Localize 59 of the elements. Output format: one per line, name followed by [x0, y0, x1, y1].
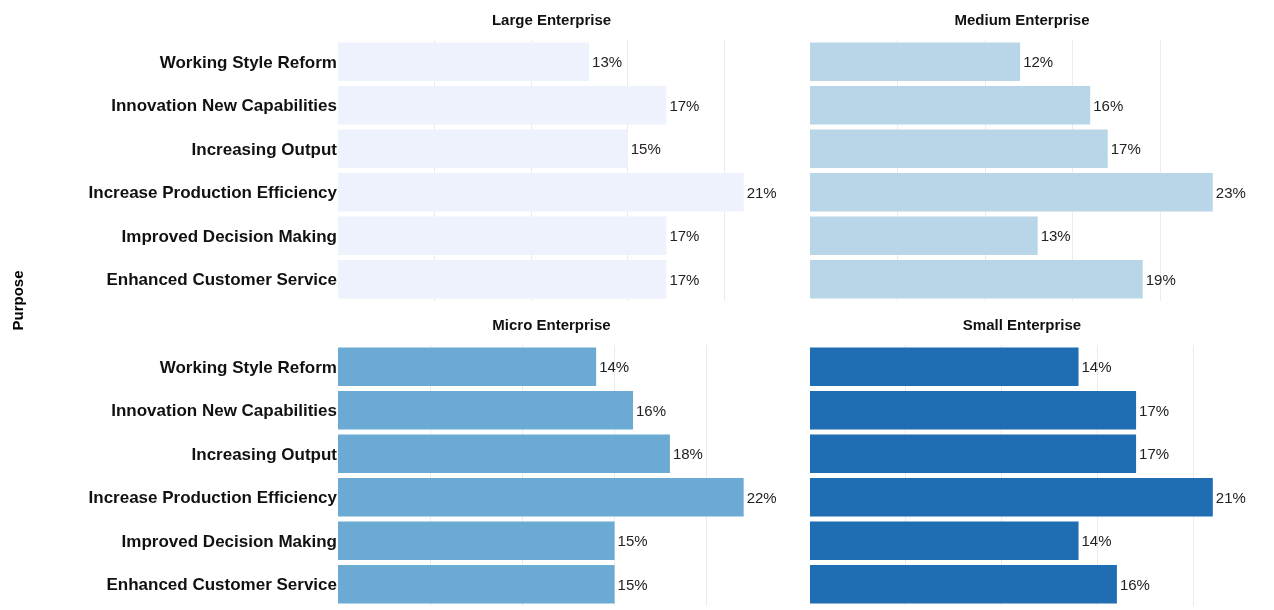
y-tick-label: Enhanced Customer Service: [106, 270, 337, 290]
bar: [338, 478, 744, 517]
data-label: 23%: [1215, 183, 1246, 201]
data-label: 17%: [669, 96, 700, 114]
bar: [810, 129, 1108, 168]
bar: [810, 521, 1079, 560]
bar: [338, 521, 615, 560]
data-label: 14%: [1081, 532, 1112, 550]
bar: [810, 216, 1038, 255]
data-label: 16%: [1119, 575, 1150, 593]
y-tick-label: Increase Production Efficiency: [88, 183, 338, 203]
bar: [810, 478, 1213, 517]
y-tick-label: Innovation New Capabilities: [111, 401, 337, 421]
data-label: 18%: [672, 445, 703, 463]
chart-title: Medium Enterprise: [954, 10, 1090, 28]
data-label: 21%: [746, 183, 777, 201]
data-label: 21%: [1215, 488, 1246, 506]
chart-title: Large Enterprise: [491, 10, 612, 28]
data-label: 16%: [1093, 96, 1124, 114]
data-label: 15%: [617, 575, 648, 593]
bar: [810, 391, 1137, 430]
bar: [810, 86, 1091, 125]
y-tick-label: Increasing Output: [191, 444, 338, 464]
y-tick-label: Enhanced Customer Service: [106, 575, 337, 595]
bar: [338, 391, 634, 430]
bar: [810, 565, 1117, 604]
y-tick-label: Improved Decision Making: [121, 531, 337, 551]
bar: [810, 173, 1213, 212]
bar: [810, 42, 1021, 81]
data-label: 17%: [669, 227, 700, 245]
bar: [338, 434, 670, 473]
y-tick-label: Improved Decision Making: [121, 226, 337, 246]
y-axis-title: Purpose: [8, 269, 26, 331]
data-label: 22%: [746, 488, 777, 506]
data-label: 15%: [617, 532, 648, 550]
y-tick-label: Increasing Output: [191, 139, 338, 159]
y-tick-label: Increase Production Efficiency: [88, 488, 338, 508]
bar: [810, 260, 1143, 299]
chart-title: Micro Enterprise: [492, 315, 611, 333]
bar: [810, 347, 1079, 386]
data-label: 14%: [599, 358, 630, 376]
y-tick-label: Working Style Reform: [159, 52, 337, 72]
data-label: 17%: [669, 270, 700, 288]
bar: [338, 347, 597, 386]
y-tick-label: Innovation New Capabilities: [111, 96, 337, 116]
bar: [338, 565, 615, 604]
data-label: 15%: [630, 140, 661, 158]
data-label: 17%: [1139, 401, 1170, 419]
data-label: 14%: [1081, 358, 1112, 376]
y-tick-label: Working Style Reform: [159, 357, 337, 377]
data-label: 17%: [1139, 445, 1170, 463]
data-label: 19%: [1145, 270, 1176, 288]
data-label: 17%: [1110, 140, 1141, 158]
data-label: 13%: [592, 53, 623, 71]
chart-title: Small Enterprise: [962, 315, 1082, 333]
data-label: 16%: [636, 401, 667, 419]
bar: [810, 434, 1137, 473]
data-label: 13%: [1040, 227, 1071, 245]
data-label: 12%: [1023, 53, 1054, 71]
